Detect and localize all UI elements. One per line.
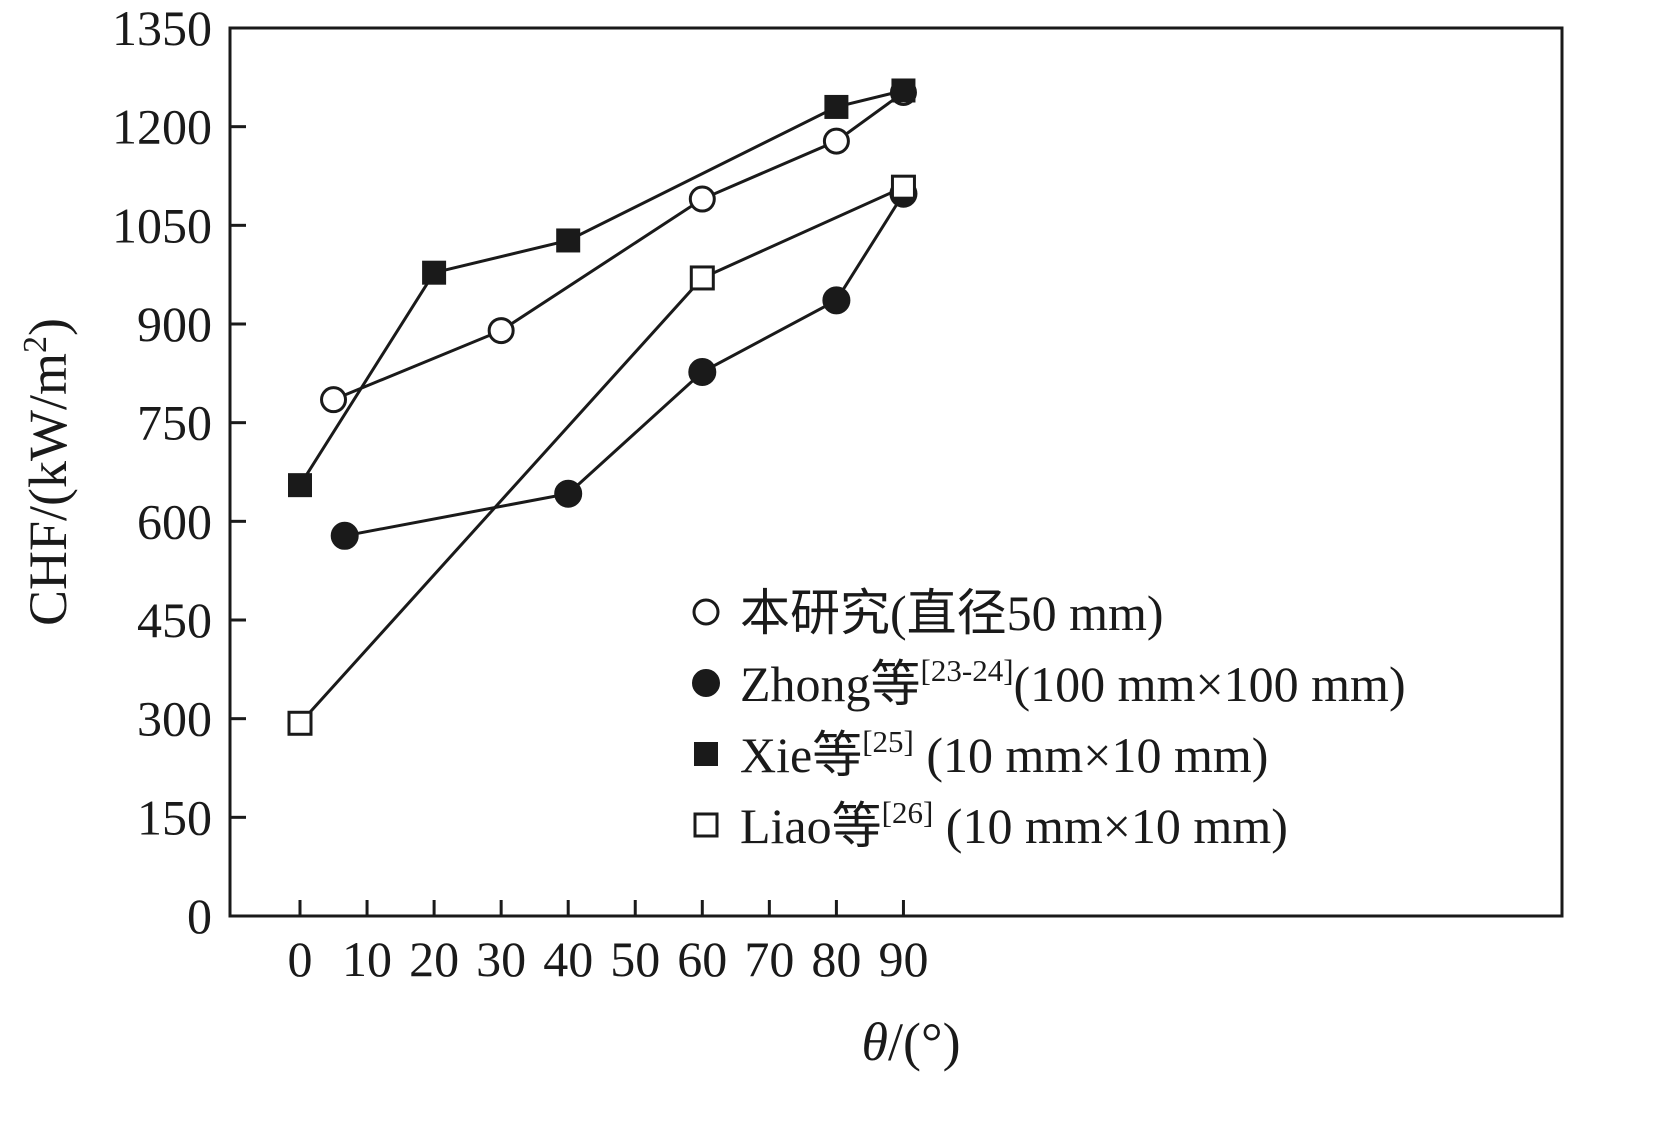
- legend: 本研究(直径50 mm) Zhong等[23-24](100 mm×100 mm)…: [692, 585, 1406, 854]
- x-tick-label: 40: [543, 931, 593, 987]
- x-tick-label: 30: [476, 931, 526, 987]
- legend-label: Liao等[26] (10 mm×10 mm): [740, 795, 1288, 854]
- series-group: [287, 78, 918, 736]
- series-line: [332, 91, 905, 402]
- data-point: [824, 94, 849, 119]
- legend-label-name: Xie等: [740, 727, 862, 783]
- legend-marker: [692, 598, 720, 626]
- legend-marker: [694, 742, 718, 766]
- legend-label-size: (100 mm×100 mm): [1014, 656, 1406, 712]
- legend-label: Zhong等[23-24](100 mm×100 mm): [740, 653, 1406, 712]
- data-point: [422, 260, 447, 285]
- y-tick-label: 1050: [112, 197, 212, 253]
- legend-label: Xie等[25] (10 mm×10 mm): [740, 724, 1268, 783]
- data-point: [554, 479, 583, 508]
- y-tick-label: 600: [137, 493, 212, 549]
- x-tick-label: 50: [610, 931, 660, 987]
- data-point: [287, 710, 313, 736]
- x-tick-label: 10: [342, 931, 392, 987]
- x-axis-title-variable: θ: [861, 1012, 888, 1072]
- data-point: [320, 386, 348, 414]
- y-tick-label: 1200: [112, 99, 212, 155]
- y-tick-label: 150: [137, 789, 212, 845]
- legend-item: 本研究(直径50 mm): [692, 585, 1164, 641]
- data-point: [890, 174, 916, 200]
- x-tick-label: 80: [811, 931, 861, 987]
- legend-label-name: 本研究(直径50 mm): [740, 585, 1164, 641]
- legend-label-size: (10 mm×10 mm): [914, 727, 1269, 783]
- data-point: [689, 265, 715, 291]
- y-axis-title-sup: 2: [17, 336, 54, 353]
- legend-marker: [693, 812, 719, 838]
- x-axis-title-unit: /(°): [888, 1012, 961, 1072]
- data-point: [688, 358, 717, 387]
- y-tick-label: 750: [137, 395, 212, 451]
- y-tick-label: 1350: [112, 0, 212, 56]
- legend-marker: [692, 669, 720, 697]
- legend-label-name: Zhong等: [740, 656, 921, 712]
- y-tick-label: 0: [187, 888, 212, 944]
- y-tick-label: 300: [137, 691, 212, 747]
- data-point: [556, 228, 581, 253]
- data-point: [487, 317, 515, 345]
- legend-label: 本研究(直径50 mm): [740, 585, 1164, 641]
- legend-label-ref: [23-24]: [921, 653, 1014, 688]
- legend-label-name: Liao等: [740, 798, 882, 854]
- y-axis-title: CHF/(kW/m2): [17, 318, 78, 626]
- series-1: [320, 78, 917, 414]
- x-tick-label: 60: [677, 931, 727, 987]
- y-axis-title-main: CHF/(kW/m: [18, 353, 78, 626]
- data-point: [822, 127, 850, 155]
- x-tick-label: 0: [288, 931, 313, 987]
- x-axis-title: θ/(°): [861, 1012, 960, 1072]
- legend-label-ref: [25]: [862, 724, 914, 759]
- legend-label-size: (10 mm×10 mm): [933, 798, 1288, 854]
- data-point: [891, 78, 916, 103]
- x-tick-label: 20: [409, 931, 459, 987]
- legend-item: Xie等[25] (10 mm×10 mm): [694, 724, 1268, 783]
- legend-item: Zhong等[23-24](100 mm×100 mm): [692, 653, 1406, 712]
- data-point: [288, 473, 312, 498]
- x-tick-label: 90: [878, 931, 928, 987]
- legend-item: Liao等[26] (10 mm×10 mm): [693, 795, 1288, 854]
- y-axis-title-tail: ): [18, 318, 78, 336]
- series-line: [298, 185, 905, 725]
- axes: 0 150 300 450 600 750 900 1050 1200 1350 0 10 20 30 40…: [17, 0, 1564, 1072]
- legend-label-ref: [26]: [882, 795, 934, 830]
- data-point: [822, 286, 851, 315]
- plot-frame: [228, 26, 1564, 918]
- y-tick-label: 450: [137, 592, 212, 648]
- data-point: [688, 185, 716, 213]
- y-tick-label: 900: [137, 296, 212, 352]
- series-4: [287, 174, 916, 736]
- data-point: [330, 521, 359, 550]
- x-tick-label: 70: [744, 931, 794, 987]
- series-3: [288, 78, 916, 498]
